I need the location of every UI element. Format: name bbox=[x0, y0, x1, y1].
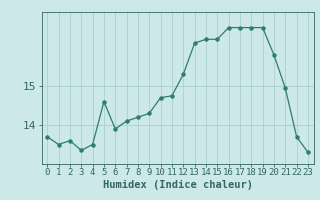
X-axis label: Humidex (Indice chaleur): Humidex (Indice chaleur) bbox=[103, 180, 252, 190]
